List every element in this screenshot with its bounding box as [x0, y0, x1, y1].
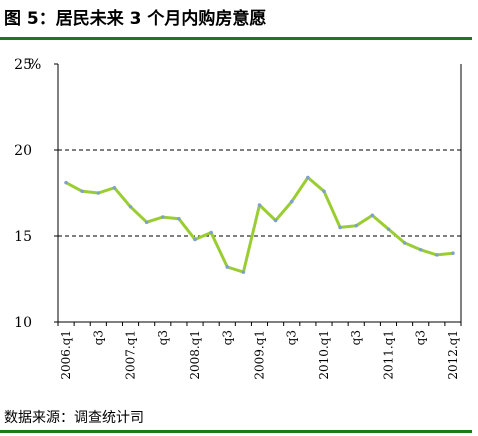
- data-point: [451, 251, 455, 255]
- x-tick-label: q3: [349, 330, 363, 345]
- data-point: [225, 265, 230, 269]
- y-tick-label: 25: [14, 57, 32, 73]
- x-tick-label: q3: [220, 330, 234, 345]
- data-point: [112, 186, 117, 190]
- data-point: [289, 199, 294, 204]
- title-rule: [0, 37, 472, 40]
- y-tick-label: 15: [14, 229, 32, 245]
- axes: [57, 64, 462, 323]
- data-point: [193, 237, 197, 242]
- x-axis-ticks: 2006.q1 q3 2007.q1 q3 2008.q1 q3 2009.q1 q3 2010…: [57, 322, 462, 380]
- x-tick-label: 2008.q1: [188, 330, 202, 380]
- y-tick-label: 20: [14, 143, 32, 159]
- x-tick-label: q3: [156, 330, 170, 345]
- data-point: [418, 247, 423, 252]
- x-tick-label: 2009.q1: [253, 330, 267, 380]
- x-tick-label: q3: [285, 330, 299, 345]
- footer-rule: [0, 430, 472, 433]
- x-tick-label: 2006.q1: [59, 330, 73, 380]
- y-unit-label: %: [28, 57, 41, 73]
- data-point: [144, 220, 149, 225]
- data-point: [209, 230, 213, 235]
- chart-title: 图 5：居民未来 3 个月内购房意愿: [4, 9, 267, 29]
- x-tick-label: 2010.q1: [317, 330, 331, 380]
- data-point: [322, 189, 326, 194]
- x-tick-label: 2012.q1: [446, 330, 460, 380]
- x-tick-label: q3: [91, 330, 105, 345]
- series-layer: [64, 175, 455, 274]
- data-point: [273, 218, 278, 223]
- x-tick-label: q3: [414, 330, 428, 345]
- data-point: [241, 270, 246, 274]
- data-point: [435, 253, 439, 257]
- y-tick-label: 10: [14, 315, 32, 331]
- x-tick-label: 2007.q1: [124, 330, 138, 380]
- data-point: [64, 180, 68, 185]
- data-point: [128, 204, 133, 209]
- data-point: [257, 203, 262, 207]
- data-point: [306, 175, 310, 180]
- y-axis-ticks: 10 15 20 25: [14, 57, 58, 331]
- data-point: [160, 215, 165, 219]
- data-point: [370, 213, 375, 218]
- data-point: [338, 225, 342, 230]
- data-point: [402, 241, 407, 245]
- data-point: [80, 189, 84, 194]
- x-tick-label: 2011.q1: [381, 330, 395, 380]
- data-point: [386, 227, 391, 231]
- data-point: [354, 223, 359, 228]
- series-line: [65, 176, 454, 274]
- data-point: [96, 191, 101, 195]
- data-point: [177, 217, 181, 221]
- data-source-note: 数据来源：调查统计司: [4, 410, 144, 426]
